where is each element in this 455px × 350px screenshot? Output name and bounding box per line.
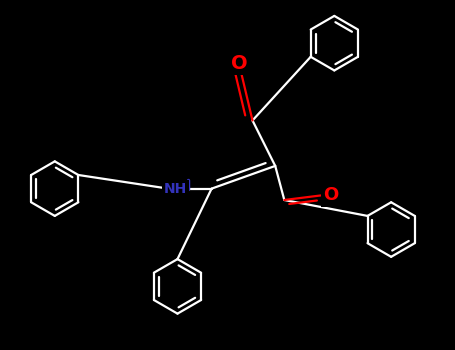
- Text: O: O: [232, 54, 248, 73]
- Text: O: O: [323, 187, 338, 204]
- Text: NH: NH: [164, 182, 187, 196]
